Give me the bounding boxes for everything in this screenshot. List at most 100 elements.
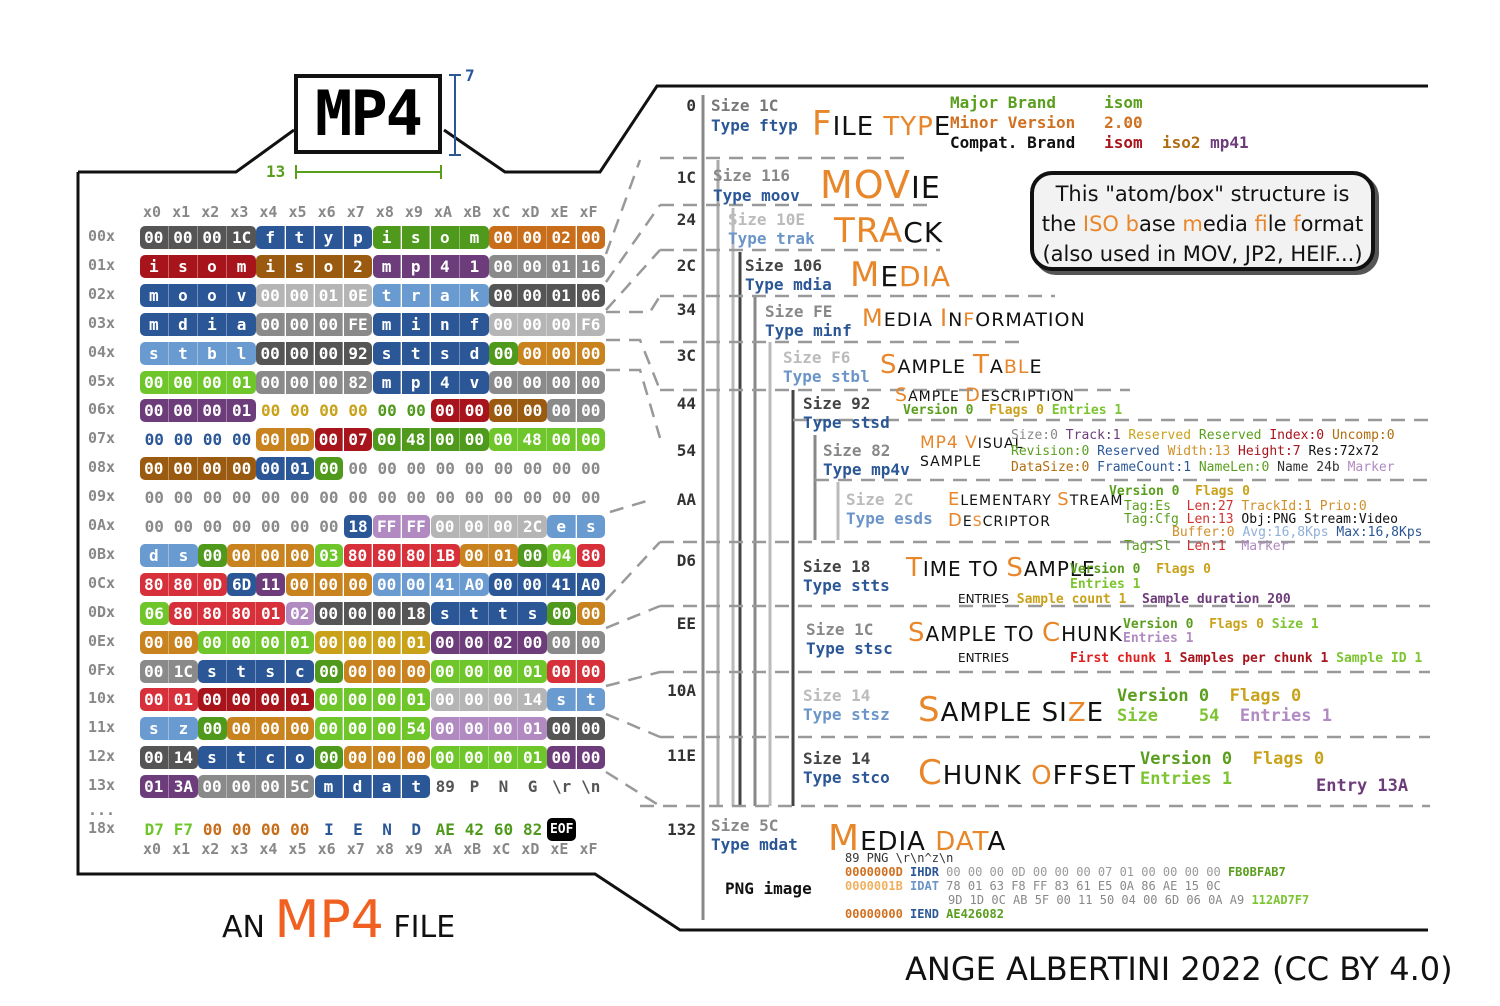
stsc-entries: Entries 1 [1123, 631, 1194, 646]
hex-byte: 00 [522, 488, 543, 508]
major-brand: Major Brand isom [950, 93, 1143, 112]
ftyp-title: FILE TYPE [812, 104, 952, 144]
hex-byte: 00 [518, 543, 547, 567]
column-header: x1 [172, 840, 191, 858]
hex-byte: i [256, 254, 285, 278]
hex-byte: 4 [431, 370, 460, 394]
hex-byte: 14 [518, 688, 547, 712]
hex-byte: s [372, 341, 402, 365]
hex-byte: 3A [169, 775, 198, 799]
hex-byte: 04 [547, 543, 576, 567]
hex-byte: 00 [547, 717, 576, 741]
hex-byte: 00 [489, 428, 518, 452]
logo-width-label: 13 [266, 162, 286, 181]
hex-byte: r [401, 283, 431, 307]
hex-byte: 00 [435, 459, 455, 479]
hex-byte: d [343, 775, 373, 799]
hex-byte: 00 [435, 488, 455, 508]
hex-byte: 00 [140, 688, 169, 712]
hex-byte: p [401, 254, 431, 278]
column-header: xA [434, 203, 453, 221]
hex-byte: 00 [489, 283, 518, 307]
compat-brands: Compat. Brand isom iso2 mp41 [950, 133, 1249, 152]
hex-byte: f [460, 312, 489, 336]
hex-byte: 00 [547, 630, 576, 654]
mp4v-line2: Revision:0 Reserved Width:13 Height:7 Re… [1011, 444, 1379, 459]
hex-byte: 00 [489, 341, 518, 365]
stts-entry-row: ENTRIES Sample count 1 Sample duration 2… [958, 592, 1291, 607]
hex-byte: 00 [256, 688, 285, 712]
hex-byte: 00 [343, 717, 373, 741]
stsd-fields: Version 0 Flags 0 Entries 1 [903, 403, 1123, 418]
hex-byte: 1 [460, 254, 489, 278]
ftyp-size: Size 1C [711, 96, 779, 115]
hex-byte: d [140, 543, 169, 567]
hex-byte: 00 [256, 428, 285, 452]
hex-byte: 00 [256, 370, 285, 394]
column-header: xF [579, 840, 598, 858]
mp4v-line1: Size:0 Track:1 Reserved Reserved Index:0… [1011, 428, 1395, 443]
hex-byte: 11 [256, 572, 285, 596]
hex-byte: 00 [198, 399, 227, 423]
hex-byte: 00 [261, 488, 281, 508]
hex-byte: o [431, 226, 460, 249]
stsd-size: Size 92 [803, 394, 871, 413]
hex-byte: 00 [489, 312, 518, 336]
hex-byte: 00 [518, 630, 547, 654]
hex-byte: 01 [314, 283, 344, 307]
hex-byte: s [285, 254, 315, 278]
stsc-type: Type stsc [806, 639, 893, 658]
bubble-line-3: (also used in MOV, JP2, HEIF...) [1042, 242, 1363, 266]
hex-byte: 00 [406, 401, 426, 421]
hex-byte: 00 [256, 283, 285, 307]
hex-byte: 00 [285, 283, 315, 307]
row-label: 05x [88, 371, 116, 390]
hex-byte: s [198, 746, 227, 770]
mdia-title: MEDIA [850, 255, 952, 295]
ftyp-type: Type ftyp [711, 116, 798, 135]
hex-byte: 00 [372, 601, 402, 625]
hex-byte: 00 [198, 717, 227, 741]
mdat-title: MEDIA DATA [828, 818, 1007, 859]
hex-byte: d [169, 312, 198, 336]
hex-byte: 00 [576, 717, 606, 741]
minf-size: Size FE [765, 302, 833, 321]
hex-byte: 00 [314, 659, 344, 683]
hex-byte: 80 [169, 601, 198, 625]
hex-byte: 00 [464, 488, 485, 508]
hex-byte: m [372, 254, 402, 278]
hex-byte: 00 [285, 543, 315, 567]
hex-byte: 00 [576, 659, 606, 683]
hex-byte: 00 [231, 820, 252, 839]
column-header: xA [434, 840, 453, 858]
hex-byte: 1B [431, 543, 460, 567]
column-header: x6 [317, 840, 336, 858]
atom-offset: 1C [676, 168, 696, 187]
hex-byte: 00 [173, 517, 194, 536]
hex-byte: 00 [256, 457, 285, 481]
column-header: x2 [201, 203, 220, 221]
hex-byte: 02 [547, 226, 576, 249]
hex-byte: \n [581, 777, 601, 797]
hex-byte: 00 [377, 459, 397, 479]
hex-byte: 00 [348, 488, 368, 508]
hex-byte: \r [552, 777, 572, 797]
hex-byte: 00 [231, 430, 252, 450]
hex-byte: 89 [435, 777, 455, 797]
hex-byte: 00 [202, 488, 223, 508]
hex-byte: 00 [431, 399, 460, 423]
column-header: x6 [317, 203, 336, 221]
hex-byte: 00 [431, 688, 460, 712]
hex-byte: 00 [285, 717, 315, 741]
hex-byte: 00 [202, 430, 223, 450]
hex-byte: a [372, 775, 402, 799]
hex-byte: F6 [576, 312, 606, 336]
logo-height-label: 7 [465, 66, 475, 85]
atom-offset: 0 [686, 96, 696, 115]
hex-byte: 00 [285, 312, 315, 336]
row-label: 0Ex [88, 631, 116, 650]
hex-byte: m [372, 370, 402, 394]
hex-byte: 00 [227, 457, 256, 481]
hex-byte: 00 [518, 370, 547, 394]
hex-byte: t [227, 746, 256, 770]
